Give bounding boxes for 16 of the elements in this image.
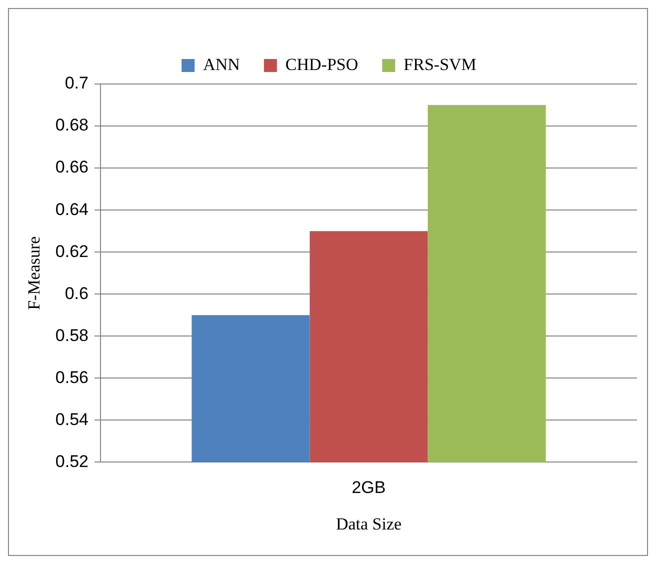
legend-label: ANN	[203, 54, 240, 74]
y-tick-label: 0.66	[55, 158, 88, 177]
legend-label: FRS-SVM	[404, 54, 476, 74]
y-tick-label: 0.68	[55, 116, 88, 135]
y-tick-label: 0.56	[55, 368, 88, 387]
y-tick-label: 0.54	[55, 410, 88, 429]
y-tick-label: 0.7	[64, 74, 88, 93]
y-tick-label: 0.64	[55, 200, 88, 219]
y-tick-label: 0.52	[55, 452, 88, 471]
x-tick-label: 2GB	[352, 478, 386, 498]
y-axis-title: F-Measure	[24, 236, 44, 310]
y-tick-label: 0.6	[64, 284, 88, 303]
legend-label: CHD-PSO	[285, 54, 358, 74]
x-axis-title: Data Size	[336, 514, 402, 534]
y-tick-label: 0.62	[55, 242, 88, 261]
y-tick-label: 0.58	[55, 326, 88, 345]
